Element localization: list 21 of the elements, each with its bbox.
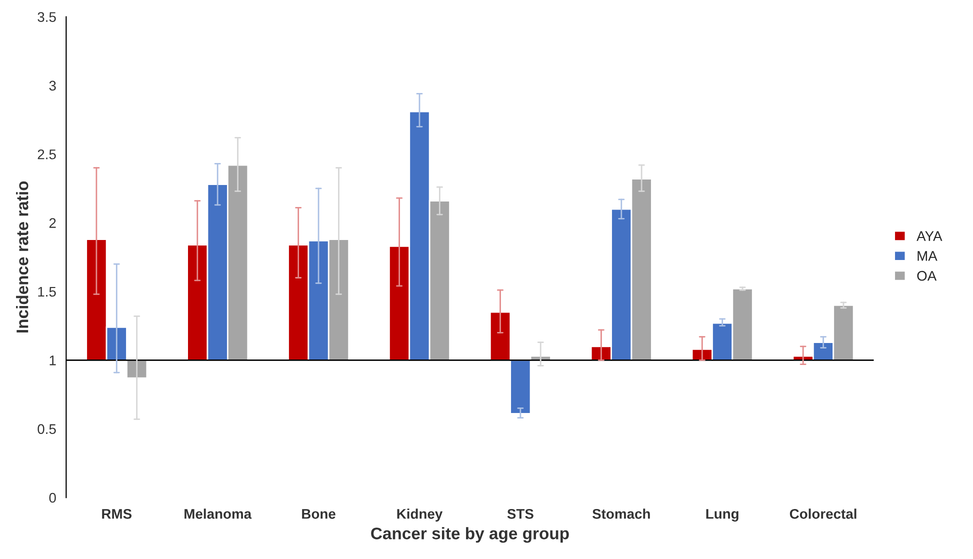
x-tick-label: Bone (302, 509, 336, 519)
y-tick-label: 1 (50, 356, 56, 366)
x-axis-title: Cancer site by age group (371, 527, 569, 543)
y-tick-label: 2.5 (38, 149, 56, 160)
y-tick-label: 0 (49, 492, 56, 503)
y-tick-label: 2 (49, 218, 56, 228)
legend-label: AYA (916, 231, 942, 241)
legend-label: OA (917, 270, 937, 281)
x-tick-label: RMS (102, 508, 132, 519)
x-tick-label: Kidney (397, 508, 443, 522)
y-tick-label: 3 (49, 80, 56, 91)
x-tick-label: Melanoma (184, 508, 252, 519)
x-tick-label: Colorectal (790, 508, 856, 519)
y-tick-label: 3.5 (38, 12, 56, 22)
y-tick-label: 1.5 (38, 286, 56, 297)
y-axis-title: Incidence rate ratio (16, 181, 28, 332)
x-tick-label: Stomach (592, 508, 650, 519)
legend-label: MA (918, 251, 938, 261)
x-tick-label: Lung (706, 509, 738, 522)
x-tick-label: STS (507, 508, 534, 519)
y-tick-label: 0.5 (38, 424, 56, 434)
